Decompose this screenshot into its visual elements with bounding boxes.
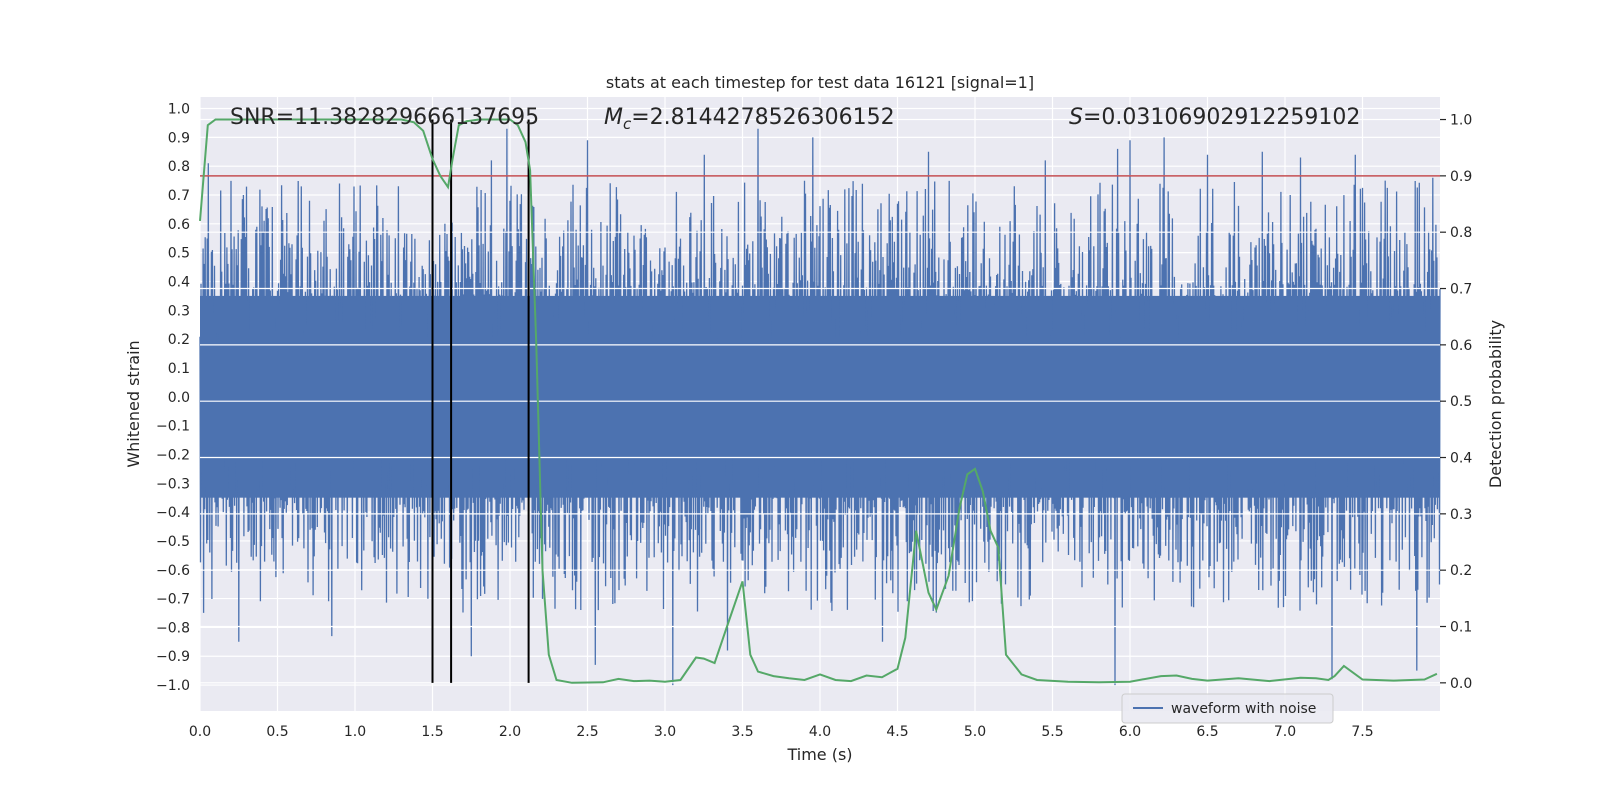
left-tick-label-6: 0.4 xyxy=(168,274,190,290)
right-tick-label-5: 0.5 xyxy=(1450,394,1472,410)
right-tick-label-1: 0.9 xyxy=(1450,169,1472,185)
right-tick-label-9: 0.1 xyxy=(1450,620,1472,636)
right-tick-label-3: 0.7 xyxy=(1450,282,1472,298)
waveform-series xyxy=(199,128,1441,686)
s-annotation: S=0.03106902912259102 xyxy=(1069,105,1360,130)
chirp-mass-subscript: c xyxy=(623,115,632,133)
left-tick-label-18: −0.8 xyxy=(156,620,190,636)
right-tick-label-7: 0.3 xyxy=(1450,507,1472,523)
left-tick-label-5: 0.5 xyxy=(168,246,190,262)
right-axis-ticks: 1.0 0.9 0.8 0.7 0.6 0.5 0.4 0.3 0.2 0.1 0.0 xyxy=(1440,113,1472,692)
left-tick-label-17: −0.7 xyxy=(156,592,190,608)
s-symbol: S xyxy=(1069,105,1083,130)
left-tick-label-9: 0.1 xyxy=(168,361,190,377)
x-tick-label-8: 4.0 xyxy=(809,724,831,740)
x-tick-label-13: 6.5 xyxy=(1196,724,1218,740)
left-tick-label-16: −0.6 xyxy=(156,563,190,579)
chirp-mass-symbol: M xyxy=(604,105,623,130)
right-tick-label-2: 0.8 xyxy=(1450,225,1472,241)
x-tick-label-6: 3.0 xyxy=(654,724,676,740)
x-tick-label-9: 4.5 xyxy=(886,724,908,740)
chirp-mass-annotation: Mc=2.8144278526306152 xyxy=(604,105,895,133)
x-tick-label-14: 7.0 xyxy=(1274,724,1296,740)
left-axis-ticks: 1.0 0.9 0.8 0.7 0.6 0.5 0.4 0.3 0.2 0.1 0.0 −0.1 −0.… xyxy=(156,102,190,695)
x-tick-label-15: 7.5 xyxy=(1351,724,1373,740)
left-tick-label-3: 0.7 xyxy=(168,188,190,204)
x-axis-label: Time (s) xyxy=(786,745,852,764)
left-tick-label-13: −0.3 xyxy=(156,476,190,492)
x-axis-ticks: 0.0 0.5 1.0 1.5 2.0 2.5 3.0 3.5 4.0 4.5 5.0 5.5 6.0 6… xyxy=(189,724,1374,740)
left-tick-label-8: 0.2 xyxy=(168,332,190,348)
x-tick-label-12: 6.0 xyxy=(1119,724,1141,740)
marker-vertical-lines xyxy=(431,119,530,683)
detection-probability-line xyxy=(199,118,1438,684)
left-tick-label-20: −1.0 xyxy=(156,678,190,694)
x-tick-label-7: 3.5 xyxy=(731,724,753,740)
left-tick-label-14: −0.4 xyxy=(156,505,190,521)
left-tick-label-2: 0.8 xyxy=(168,159,190,175)
right-tick-label-4: 0.6 xyxy=(1450,338,1472,354)
x-tick-label-1: 0.5 xyxy=(266,724,288,740)
s-value: =0.03106902912259102 xyxy=(1083,105,1360,130)
x-tick-label-3: 1.5 xyxy=(421,724,443,740)
left-tick-label-0: 1.0 xyxy=(168,102,190,118)
left-tick-label-19: −0.9 xyxy=(156,649,190,665)
right-axis-gridlines xyxy=(200,118,1440,684)
right-tick-label-8: 0.2 xyxy=(1450,563,1472,579)
chirp-mass-value: =2.8144278526306152 xyxy=(631,105,894,130)
left-tick-label-15: −0.5 xyxy=(156,534,190,550)
waveform-line xyxy=(199,128,1441,686)
chart-title: stats at each timestep for test data 161… xyxy=(606,73,1034,92)
legend-label-waveform: waveform with noise xyxy=(1171,701,1316,717)
x-tick-label-11: 5.5 xyxy=(1041,724,1063,740)
x-tick-label-5: 2.5 xyxy=(576,724,598,740)
snr-annotation: SNR=11.382829666137695 xyxy=(230,105,539,130)
x-tick-label-4: 2.0 xyxy=(499,724,521,740)
left-tick-label-10: 0.0 xyxy=(168,390,190,406)
x-tick-label-10: 5.0 xyxy=(964,724,986,740)
left-tick-label-1: 0.9 xyxy=(168,130,190,146)
left-axis-label: Whitened strain xyxy=(124,340,143,467)
legend: waveform with noise xyxy=(1121,693,1334,724)
left-tick-label-11: −0.1 xyxy=(156,419,190,435)
left-tick-label-12: −0.2 xyxy=(156,447,190,463)
right-tick-label-6: 0.4 xyxy=(1450,451,1472,467)
right-axis-label: Detection probability xyxy=(1486,320,1505,488)
x-tick-label-2: 1.0 xyxy=(344,724,366,740)
x-tick-label-0: 0.0 xyxy=(189,724,211,740)
legend-box xyxy=(1121,693,1334,724)
right-tick-label-10: 0.0 xyxy=(1450,676,1472,692)
right-tick-label-0: 1.0 xyxy=(1450,113,1472,129)
left-tick-label-7: 0.3 xyxy=(168,303,190,319)
left-tick-label-4: 0.6 xyxy=(168,217,190,233)
